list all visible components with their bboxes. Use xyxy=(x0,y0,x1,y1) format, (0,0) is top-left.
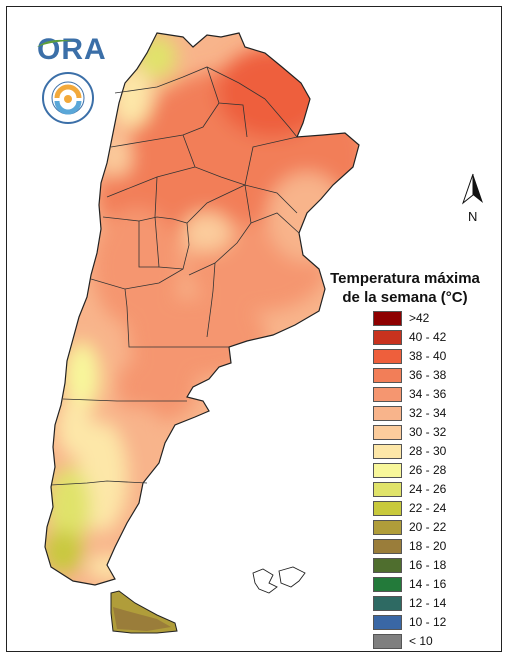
legend-label: 16 - 18 xyxy=(409,558,447,572)
legend-title-line1: Temperatura máxima xyxy=(330,270,480,287)
legend-swatch xyxy=(373,577,402,592)
legend-swatch xyxy=(373,558,402,573)
legend-label: >42 xyxy=(409,311,430,325)
legend-title-line2: de la semana (°C) xyxy=(342,289,468,306)
north-arrow-label: N xyxy=(468,209,478,224)
legend-label: 24 - 26 xyxy=(409,482,447,496)
legend-label: 34 - 36 xyxy=(409,387,447,401)
legend-swatch xyxy=(373,615,402,630)
province-borders xyxy=(50,66,300,486)
legend-label: 14 - 16 xyxy=(409,577,447,591)
legend-swatch xyxy=(373,501,402,516)
legend-swatch xyxy=(373,634,402,649)
legend-label: 36 - 38 xyxy=(409,368,447,382)
legend-label: 28 - 30 xyxy=(409,444,447,458)
legend-swatch xyxy=(373,349,402,364)
legend-label: 26 - 28 xyxy=(409,463,447,477)
smn-seal-icon xyxy=(42,72,94,124)
legend-swatch xyxy=(373,330,402,345)
legend-label: 10 - 12 xyxy=(409,615,447,629)
legend-label: < 10 xyxy=(409,634,433,648)
legend-label: 18 - 20 xyxy=(409,539,447,553)
legend-swatch xyxy=(373,482,402,497)
country-outline xyxy=(44,32,360,586)
legend-swatch xyxy=(373,425,402,440)
ora-logo-text: ORA xyxy=(37,33,107,66)
north-arrow-icon xyxy=(461,173,483,205)
legend-swatch xyxy=(373,444,402,459)
legend-label: 30 - 32 xyxy=(409,425,447,439)
legend-label: 12 - 14 xyxy=(409,596,447,610)
legend-label: 22 - 24 xyxy=(409,501,447,515)
legend-swatch xyxy=(373,368,402,383)
ora-logo-icon: ORA xyxy=(37,33,107,67)
legend-label: 20 - 22 xyxy=(409,520,447,534)
malvinas-islands xyxy=(252,566,306,594)
ora-swoosh-icon xyxy=(37,39,73,47)
argentina-temperature-map xyxy=(44,32,360,634)
legend-label: 38 - 40 xyxy=(409,349,447,363)
legend-title: Temperatura máxima de la semana (°C) xyxy=(325,269,485,307)
legend-swatch xyxy=(373,520,402,535)
legend-label: 32 - 34 xyxy=(409,406,447,420)
legend-swatch xyxy=(373,311,402,326)
map-frame: ORA N Temperatura máxima de la semana (°… xyxy=(6,6,502,652)
legend-swatch xyxy=(373,387,402,402)
legend-label: 40 - 42 xyxy=(409,330,447,344)
legend-swatch xyxy=(373,539,402,554)
legend-swatch xyxy=(373,406,402,421)
legend-swatch xyxy=(373,463,402,478)
legend-swatch xyxy=(373,596,402,611)
